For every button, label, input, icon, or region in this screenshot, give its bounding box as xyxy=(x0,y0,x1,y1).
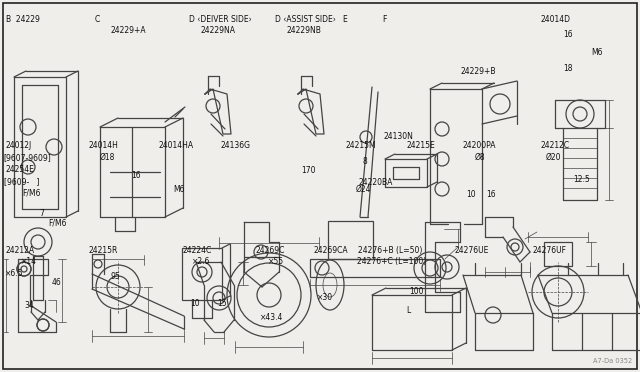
Text: [9607-9609]: [9607-9609] xyxy=(4,153,52,162)
Text: F: F xyxy=(383,15,387,24)
Text: 16: 16 xyxy=(563,30,573,39)
Text: 24012J: 24012J xyxy=(5,141,31,150)
Bar xyxy=(182,248,222,300)
Text: 8: 8 xyxy=(363,157,367,166)
Text: 24130N: 24130N xyxy=(384,132,414,141)
Text: 24212A: 24212A xyxy=(5,246,35,254)
Text: 24215M: 24215M xyxy=(346,141,376,150)
Text: 24014H: 24014H xyxy=(88,141,118,150)
Text: Ø18: Ø18 xyxy=(99,153,115,161)
Text: ×30: ×30 xyxy=(317,293,333,302)
Text: 24229NB: 24229NB xyxy=(287,26,321,35)
Text: 24276UE: 24276UE xyxy=(454,246,489,254)
Text: F/M6: F/M6 xyxy=(48,219,67,228)
Text: 24014D: 24014D xyxy=(541,15,571,24)
Text: 24269C: 24269C xyxy=(256,246,285,254)
Text: 24229+A: 24229+A xyxy=(110,26,146,35)
Text: 24276+C (L=100): 24276+C (L=100) xyxy=(357,257,426,266)
Text: F/M6: F/M6 xyxy=(22,189,41,198)
Text: 24269CA: 24269CA xyxy=(314,246,348,254)
Text: ×2.6: ×2.6 xyxy=(192,257,211,266)
Text: 24276+B (L=50): 24276+B (L=50) xyxy=(358,246,423,254)
Text: ×6.5: ×6.5 xyxy=(5,269,24,278)
Text: 10: 10 xyxy=(466,190,476,199)
Text: Ø8: Ø8 xyxy=(475,153,486,161)
Bar xyxy=(328,221,373,259)
Bar xyxy=(310,259,440,277)
Bar xyxy=(544,242,572,266)
Text: D ‹ASSIST SIDE›: D ‹ASSIST SIDE› xyxy=(275,15,336,24)
Text: 46: 46 xyxy=(51,278,61,287)
Text: D ‹DEIVER SIDE›: D ‹DEIVER SIDE› xyxy=(189,15,252,24)
Text: 16: 16 xyxy=(131,171,141,180)
Text: 24136G: 24136G xyxy=(221,141,251,150)
Text: M6: M6 xyxy=(173,185,184,194)
Text: Ø20: Ø20 xyxy=(545,153,561,161)
Text: 100: 100 xyxy=(410,287,424,296)
Text: 12.5: 12.5 xyxy=(573,175,589,184)
Text: M6: M6 xyxy=(591,48,603,57)
Text: 24224C: 24224C xyxy=(182,246,212,254)
Text: Ø24: Ø24 xyxy=(356,185,371,194)
Text: E: E xyxy=(342,15,347,24)
Text: B  24229: B 24229 xyxy=(6,15,40,24)
Text: [9609-   ]: [9609- ] xyxy=(4,177,39,186)
Text: 24220BA: 24220BA xyxy=(358,178,393,187)
Text: 24212C: 24212C xyxy=(541,141,570,150)
Text: 34: 34 xyxy=(24,301,34,310)
Text: 24215E: 24215E xyxy=(406,141,435,150)
Text: 24229+B: 24229+B xyxy=(461,67,496,76)
Text: ×55: ×55 xyxy=(268,257,284,266)
Text: 95: 95 xyxy=(110,272,120,280)
Text: 24254E: 24254E xyxy=(5,165,34,174)
Text: ×14: ×14 xyxy=(20,257,36,266)
Text: 15: 15 xyxy=(218,299,227,308)
Text: 18: 18 xyxy=(563,64,573,73)
Text: L: L xyxy=(406,306,411,315)
Text: 24276UF: 24276UF xyxy=(532,246,566,254)
Text: 24200PA: 24200PA xyxy=(462,141,495,150)
Text: ×43.4: ×43.4 xyxy=(260,313,284,322)
Text: A7-Da 0352: A7-Da 0352 xyxy=(593,358,632,364)
Text: 7: 7 xyxy=(40,209,45,218)
Text: C: C xyxy=(95,15,100,24)
Text: 170: 170 xyxy=(301,166,316,174)
Text: 24215R: 24215R xyxy=(88,246,118,254)
Text: 24229NA: 24229NA xyxy=(200,26,236,35)
Text: 10: 10 xyxy=(190,299,200,308)
Text: 24014HA: 24014HA xyxy=(159,141,194,150)
Text: 16: 16 xyxy=(486,190,496,199)
